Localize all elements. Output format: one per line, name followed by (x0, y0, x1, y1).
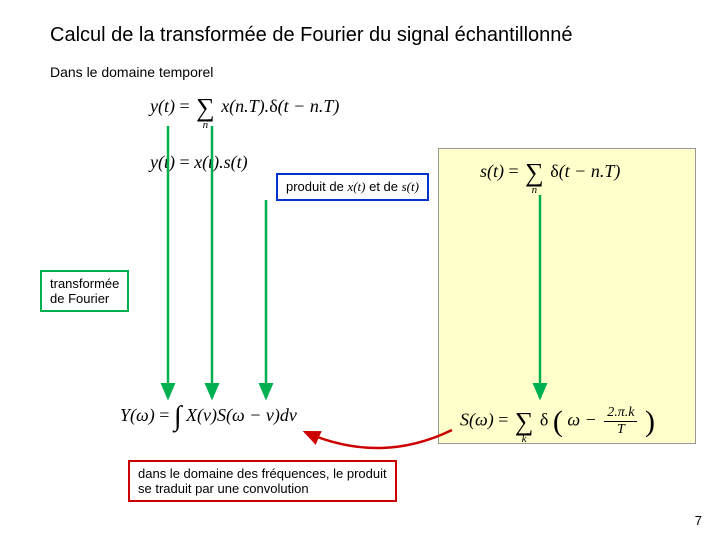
delta-symbol: δ (540, 410, 548, 430)
eq-body: x(t).s(t) (194, 152, 247, 172)
label-var: s(t) (402, 179, 419, 194)
left-paren: ( (553, 411, 563, 432)
sum-symbol: ∑ k (515, 409, 534, 435)
sum-symbol: ∑ n (196, 95, 215, 121)
eq-y-sum-lhs: y(t) (150, 96, 175, 116)
eq-lhs: Y(ω) (120, 405, 155, 425)
label-text: et de (365, 179, 401, 194)
eq-term: (t − n.T) (278, 96, 340, 116)
eq-term: ω − (567, 410, 596, 430)
eq-body: X(ν)S(ω − ν)dν (186, 405, 297, 425)
slide-title: Calcul de la transformée de Fourier du s… (50, 24, 573, 47)
eq-body: (t − n.T) (559, 161, 621, 181)
integral-symbol: ∫ (174, 406, 182, 428)
eq-S-sum: S(ω) = ∑ k δ ( ω − 2.π.k T ) (460, 405, 655, 438)
eq-term: x(n.T). (221, 96, 269, 116)
sum-index: k (522, 433, 527, 445)
arrow-red-curve (305, 430, 452, 448)
equals-sign: = (498, 410, 508, 430)
sum-index: n (532, 184, 538, 196)
label-text: produit de (286, 179, 347, 194)
box-transformee: transformée de Fourier (40, 270, 129, 312)
equals-sign: = (509, 161, 519, 181)
eq-lhs: y(t) (150, 152, 175, 172)
highlight-region (438, 148, 696, 444)
eq-lhs: S(ω) (460, 410, 494, 430)
delta-symbol: δ (550, 161, 558, 181)
eq-y-sum: y(t) = ∑ n x(n.T).δ(t − n.T) (150, 95, 339, 121)
subtitle: Dans le domaine temporel (50, 64, 213, 80)
frac-den: T (604, 422, 637, 438)
eq-lhs: s(t) (480, 161, 504, 181)
label-var: x(t) (347, 179, 365, 194)
sum-index: n (203, 119, 209, 131)
box-produit: produit de x(t) et de s(t) (276, 173, 429, 201)
box-convolution: dans le domaine des fréquences, le produ… (128, 460, 397, 502)
page-number: 7 (695, 513, 702, 528)
sum-symbol: ∑ n (525, 160, 544, 186)
eq-s-sum: s(t) = ∑ n δ(t − n.T) (480, 160, 620, 186)
equals-sign: = (179, 96, 189, 116)
delta-symbol: δ (269, 96, 277, 116)
eq-y-prod: y(t) = x(t).s(t) (150, 152, 248, 173)
frac-num: 2.π.k (604, 405, 637, 422)
right-paren: ) (645, 411, 655, 432)
fraction: 2.π.k T (604, 405, 637, 438)
equals-sign: = (159, 405, 169, 425)
equals-sign: = (179, 152, 189, 172)
eq-Y-integral: Y(ω) = ∫ X(ν)S(ω − ν)dν (120, 405, 297, 428)
